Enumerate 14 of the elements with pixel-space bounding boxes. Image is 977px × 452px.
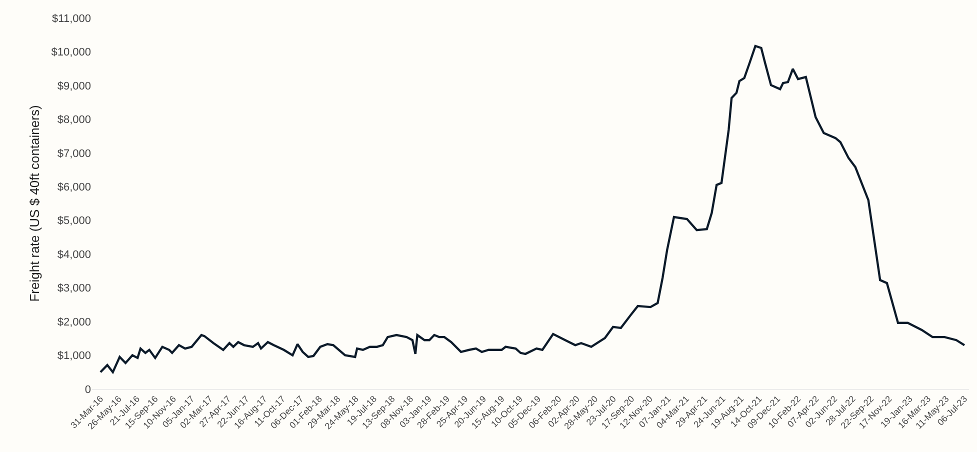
y-tick-label: $5,000: [57, 215, 91, 228]
y-axis-title: Freight rate (US $ 40ft containers): [27, 105, 42, 302]
y-tick-label: 0: [84, 384, 91, 396]
y-tick-label: $1,000: [57, 350, 91, 362]
y-tick-label: $8,000: [57, 114, 91, 126]
y-tick-label: $3,000: [57, 282, 91, 295]
y-tick-label: $2,000: [57, 316, 91, 328]
y-tick-label: $10,000: [51, 46, 91, 59]
y-tick-label: $11,000: [52, 12, 91, 25]
y-tick-label: $7,000: [57, 148, 91, 160]
line-series: [99, 44, 966, 374]
y-tick-label: $9,000: [57, 80, 91, 92]
y-tick-label: $6,000: [57, 181, 91, 194]
y-tick-label: $4,000: [57, 248, 91, 261]
